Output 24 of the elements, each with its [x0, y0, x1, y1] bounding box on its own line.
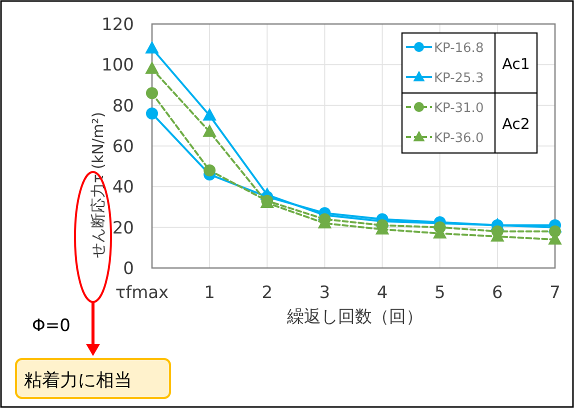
y-tick-label: 120	[102, 15, 134, 35]
text: Φ=0	[32, 316, 70, 336]
y-tick-label: 0	[123, 259, 134, 279]
y-tick-label: 40	[112, 178, 134, 198]
x-tick-label: τfmax	[115, 283, 169, 303]
x-tick-label: 4	[376, 283, 388, 303]
text: 粘着力に相当	[24, 370, 132, 391]
x-tick-label: 7	[550, 283, 560, 303]
x-tick-label: 5	[434, 283, 446, 303]
legend-label: KP-25.3	[434, 71, 484, 86]
y-tick-label: 80	[112, 96, 134, 116]
x-axis-title: 繰返し回数（回）	[286, 307, 423, 327]
x-tick-label: 6	[492, 283, 503, 303]
annotation: Ac1	[502, 55, 530, 73]
x-tick-label: 3	[319, 283, 330, 303]
legend-label: KP-36.0	[434, 131, 484, 146]
x-tick-label: 1	[204, 283, 215, 303]
y-tick-label: 100	[102, 56, 134, 76]
legend-label: KP-16.8	[434, 41, 484, 56]
x-tick-label: 2	[262, 283, 273, 303]
legend-label: KP-31.0	[434, 101, 484, 116]
y-tick-label: 20	[112, 218, 134, 238]
annotation: Ac2	[502, 115, 530, 133]
y-tick-label: 60	[112, 137, 134, 157]
